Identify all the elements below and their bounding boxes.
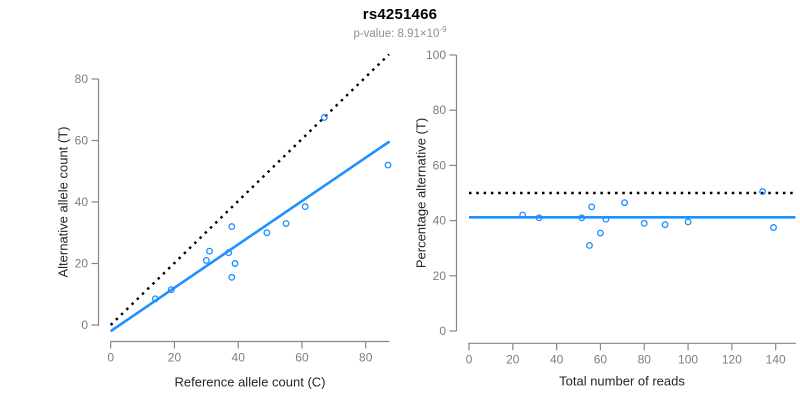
x-tick-label: 100: [678, 352, 698, 366]
scatter-point: [535, 214, 543, 222]
scatter-point: [519, 211, 527, 219]
left-y-axis-label: Alternative allele count (T): [55, 126, 71, 278]
x-tick-label: 140: [766, 352, 786, 366]
scatter-point: [206, 247, 213, 255]
x-tick-label: 60: [594, 352, 608, 366]
scatter-point: [228, 273, 236, 281]
pvalue-exponent: -9: [439, 25, 447, 34]
x-tick-label: 120: [722, 352, 742, 366]
fit-line: [109, 140, 391, 333]
x-tick-label: 40: [550, 352, 564, 366]
scatter-point: [759, 188, 767, 196]
x-tick-label: 20: [506, 352, 520, 366]
y-tick-label: 80: [433, 103, 447, 117]
identity-line: [109, 53, 390, 326]
scatter-point: [621, 199, 628, 207]
scatter-point: [301, 203, 309, 211]
scatter-point: [588, 203, 596, 211]
y-tick-label: 60: [75, 134, 89, 148]
scatter-point: [231, 260, 239, 267]
x-tick-label: 0: [107, 351, 114, 365]
x-tick-label: 20: [168, 351, 182, 365]
x-tick-label: 60: [295, 351, 309, 365]
scatter-point: [151, 295, 159, 303]
pvalue-text: p-value: 8.91×10: [353, 27, 440, 40]
scatter-point: [202, 256, 210, 264]
scatter-point: [225, 249, 233, 257]
y-tick-label: 40: [433, 214, 447, 228]
scatter-point: [602, 215, 610, 223]
y-tick-label: 0: [439, 324, 446, 338]
chart-title: rs4251466: [362, 6, 438, 23]
right-x-axis-label: Total number of reads: [559, 373, 685, 389]
scatter-point: [661, 221, 669, 229]
scatter-point: [263, 229, 271, 237]
y-tick-label: 20: [75, 257, 89, 271]
y-tick-label: 100: [426, 48, 446, 62]
y-tick-label: 60: [433, 158, 447, 172]
x-tick-label: 0: [466, 352, 473, 366]
scatter-point: [684, 218, 692, 226]
y-tick-label: 20: [433, 269, 447, 283]
scatter-point: [384, 161, 392, 169]
scatter-point: [770, 224, 777, 231]
scatter-point: [167, 286, 175, 294]
y-tick-label: 80: [75, 72, 89, 86]
scatter-point: [228, 223, 236, 231]
y-tick-label: 40: [75, 195, 89, 209]
scatter-point: [282, 220, 290, 227]
scatter-point: [578, 214, 586, 222]
y-tick-label: 0: [81, 318, 88, 332]
x-tick-label: 80: [638, 352, 652, 366]
x-tick-label: 80: [359, 351, 373, 365]
right-y-axis-label: Percentage alternative (T): [413, 117, 429, 269]
scatter-point: [320, 113, 328, 121]
panel-allele-counts: 0 20 40 60 80 0 20 40 60 80: [75, 53, 392, 365]
left-x-axis-label: Reference allele count (C): [174, 374, 326, 390]
chart-subtitle: p-value: 8.91×10-9: [0, 25, 800, 40]
scatter-point: [596, 229, 604, 237]
x-tick-label: 40: [232, 351, 246, 365]
scatter-point: [586, 241, 593, 249]
scatter-point: [640, 219, 648, 227]
panel-percentage-vs-depth: 0 20 40 60 80 100 120 140 0 20 40 60 80 100: [426, 48, 796, 366]
